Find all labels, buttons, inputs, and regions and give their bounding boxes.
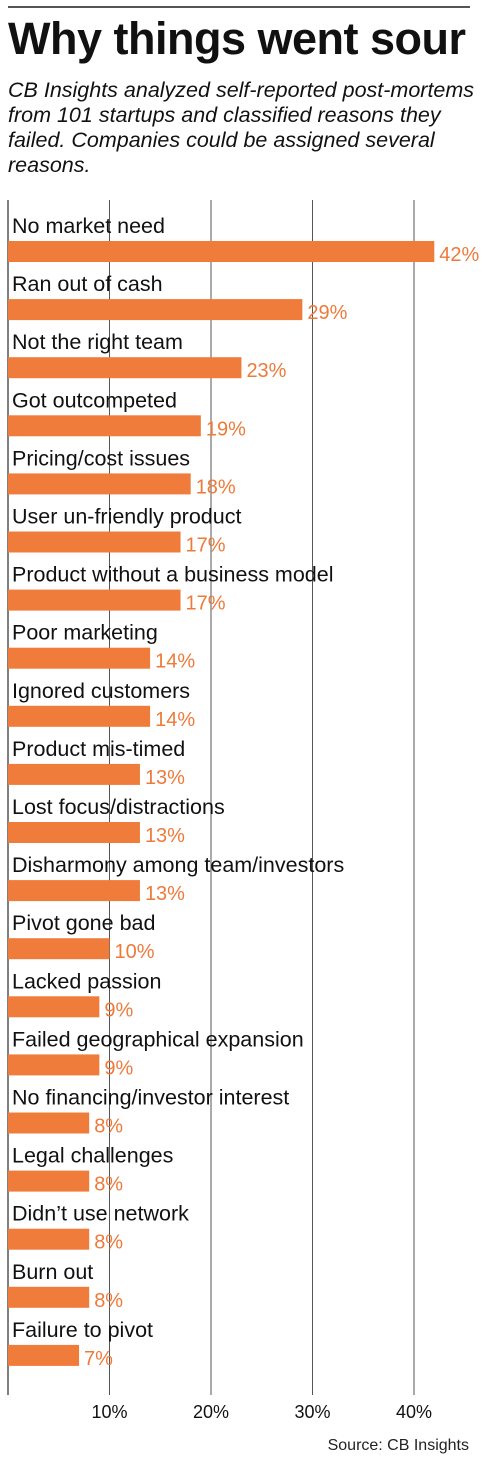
- bar: [8, 1170, 90, 1192]
- x-tick-label: 10%: [91, 1402, 127, 1422]
- value-label: 17%: [186, 535, 226, 557]
- x-tick-label: 30%: [294, 1402, 330, 1422]
- value-label: 13%: [145, 767, 185, 789]
- bar: [8, 822, 140, 843]
- value-label: 13%: [145, 825, 185, 847]
- bar: [8, 473, 191, 495]
- bar: [8, 589, 181, 611]
- bar: [8, 1112, 90, 1134]
- source-note: Source: CB Insights: [327, 1437, 469, 1454]
- bar: [8, 1286, 90, 1308]
- category-label: Got outcompeted: [12, 388, 177, 412]
- category-label: Product without a business model: [12, 563, 333, 587]
- value-label: 8%: [94, 1232, 123, 1254]
- category-label: No financing/investor interest: [12, 1086, 289, 1110]
- value-label: 29%: [307, 302, 347, 324]
- bar: [8, 763, 140, 785]
- category-label: No market need: [12, 214, 165, 238]
- category-label: User un-friendly product: [12, 505, 241, 529]
- x-tick-label: 20%: [193, 1402, 229, 1422]
- category-label: Poor marketing: [12, 621, 158, 645]
- value-label: 19%: [206, 418, 246, 440]
- value-label: 14%: [155, 651, 195, 673]
- category-label: Ran out of cash: [12, 272, 163, 296]
- bar: [8, 357, 242, 379]
- category-label: Lost focus/distractions: [12, 795, 225, 819]
- chart-title: Why things went sour: [8, 13, 466, 64]
- value-label: 8%: [94, 1116, 123, 1138]
- value-label: 9%: [104, 1057, 133, 1079]
- category-label: Failed geographical expansion: [12, 1027, 304, 1051]
- value-label: 13%: [145, 883, 185, 905]
- bar: [8, 299, 303, 321]
- value-label: 17%: [186, 593, 226, 615]
- category-label: Burn out: [12, 1260, 93, 1284]
- bar: [8, 531, 181, 553]
- category-label: Disharmony among team/investors: [12, 853, 344, 877]
- bar: [8, 996, 100, 1018]
- value-label: 9%: [104, 999, 133, 1021]
- bar: [8, 705, 151, 727]
- category-label: Product mis-timed: [12, 737, 185, 761]
- bar: [8, 880, 140, 902]
- category-label: Pivot gone bad: [12, 911, 155, 935]
- category-label: Ignored customers: [12, 679, 190, 703]
- category-label: Pricing/cost issues: [12, 446, 190, 470]
- category-label: Legal challenges: [12, 1144, 173, 1168]
- value-label: 42%: [439, 244, 479, 266]
- x-tick-label: 40%: [396, 1402, 432, 1422]
- value-label: 14%: [155, 709, 195, 731]
- bar: [8, 415, 201, 437]
- category-label: Lacked passion: [12, 969, 161, 993]
- value-label: 23%: [246, 360, 286, 382]
- bar: [8, 1344, 80, 1366]
- value-label: 7%: [84, 1348, 113, 1370]
- category-label: Failure to pivot: [12, 1318, 153, 1342]
- category-label: Didn’t use network: [12, 1202, 189, 1226]
- bar: [8, 938, 110, 960]
- bar: [8, 1054, 100, 1076]
- bar: [8, 1228, 90, 1250]
- value-label: 8%: [94, 1174, 123, 1196]
- bar: [8, 241, 435, 262]
- value-label: 10%: [115, 941, 155, 963]
- value-label: 8%: [94, 1290, 123, 1312]
- value-label: 18%: [196, 476, 236, 498]
- top-rule: [8, 6, 470, 8]
- category-label: Not the right team: [12, 330, 183, 354]
- chart-subtitle: CB Insights analyzed self-reported post-…: [8, 78, 475, 177]
- bar: [8, 647, 151, 669]
